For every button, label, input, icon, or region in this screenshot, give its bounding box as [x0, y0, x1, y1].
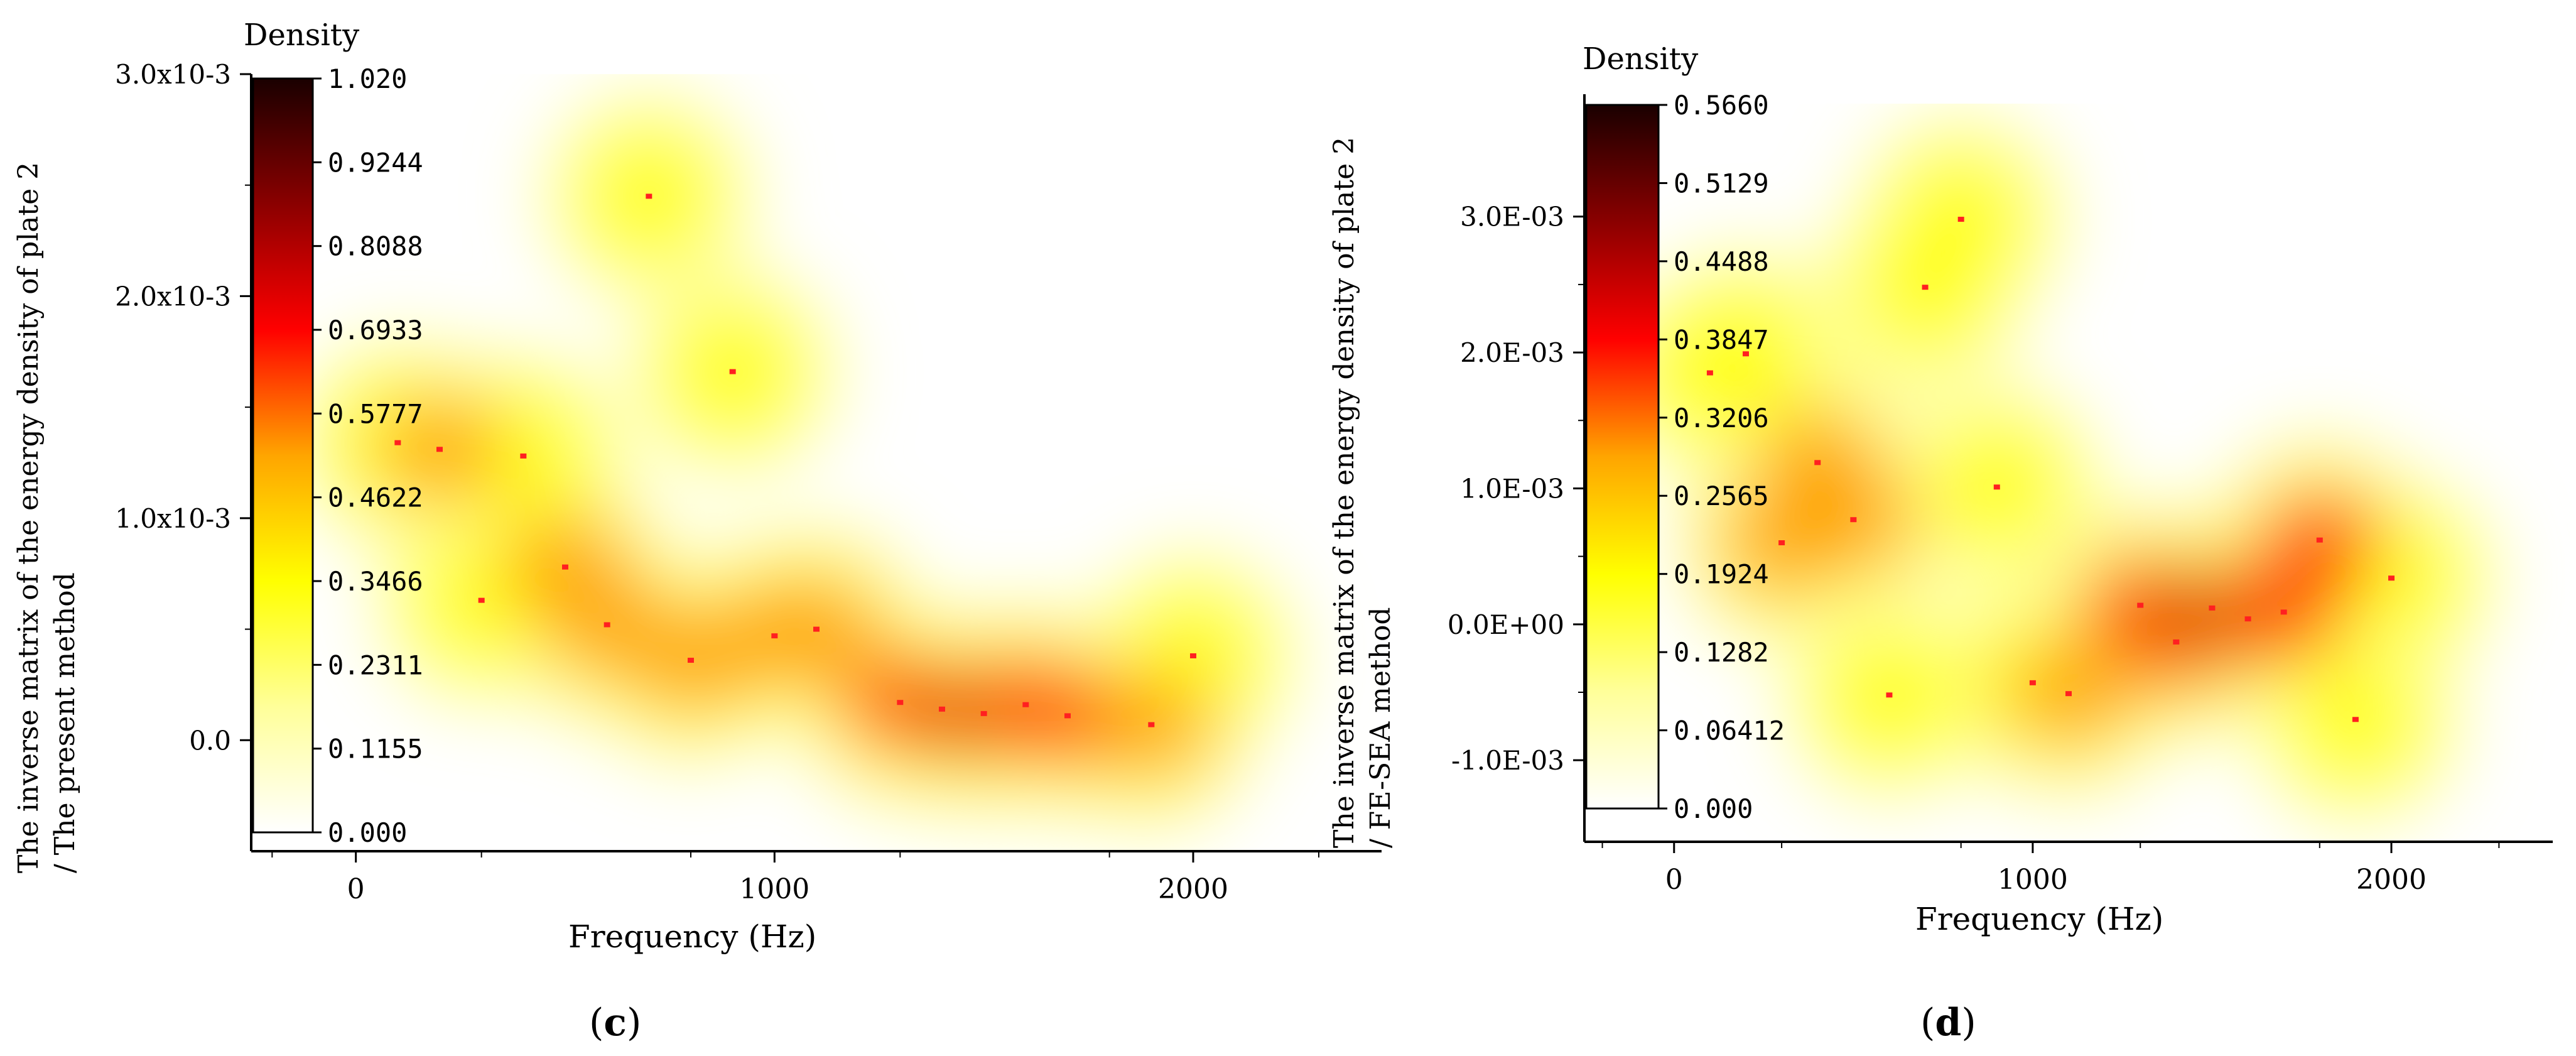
data-point [771, 633, 778, 639]
data-point [1814, 460, 1821, 465]
data-point [436, 447, 443, 452]
axis-ticks: 0 1000 2000 0.0 1.0x10-3 2.0x10-3 3.0x10-3 [115, 59, 1319, 905]
data-point [1148, 722, 1155, 727]
colorbar-tick-label: 0.06412 [1674, 716, 1785, 746]
colorbar-tick-label: 0.1282 [1674, 637, 1769, 668]
colorbar-tick-label: 0.000 [1674, 793, 1753, 824]
colorbar: 1.020 0.9244 0.8088 0.6933 0.5777 0.4622 0.346… [252, 63, 423, 848]
data-point [1190, 653, 1196, 658]
data-point [520, 453, 527, 459]
data-point [2388, 575, 2395, 581]
colorbar-tick-label: 0.2565 [1674, 481, 1769, 511]
data-point [813, 626, 820, 632]
data-point [2209, 605, 2216, 611]
data-point [1778, 540, 1785, 545]
colorbar-tick-label: 0.1924 [1674, 559, 1769, 590]
y-tick-label: 1.0E-03 [1460, 473, 1564, 504]
data-point [897, 700, 904, 705]
data-point [2137, 602, 2144, 608]
data-point [394, 440, 401, 445]
y-tick-label: 0.0E+00 [1448, 609, 1564, 640]
data-point [1886, 692, 1893, 698]
data-point [1957, 217, 1964, 222]
data-point [1706, 370, 1713, 376]
data-point [2173, 639, 2180, 645]
colorbar-tick-label: 0.4622 [328, 482, 423, 513]
legend-title: Density [1583, 41, 1698, 77]
y-axis-title-line2: / FE-SEA method [1365, 607, 1397, 848]
data-point [1064, 713, 1071, 719]
colorbar-tick-label: 0.1155 [328, 734, 423, 765]
colorbar-gradient [252, 77, 314, 834]
legend-title: Density [244, 18, 359, 53]
colorbar-tick-label: 0.4488 [1674, 246, 1769, 277]
density-field [294, 92, 1297, 829]
colorbar-tick-label: 0.5777 [328, 398, 423, 429]
panel-label-d: (d) [1920, 1001, 1976, 1045]
x-tick-label: 0 [347, 873, 365, 905]
colorbar-tick-label: 0.8088 [328, 231, 423, 262]
data-point [980, 710, 987, 716]
x-tick-label: 2000 [1158, 873, 1228, 905]
data-point [2352, 717, 2359, 722]
data-point [478, 597, 485, 603]
y-axis-title-line2: / The present method [49, 572, 81, 873]
data-points [394, 193, 1196, 727]
x-axis-title: Frequency (Hz) [568, 918, 816, 955]
data-point [688, 658, 694, 663]
panel-letter-c: c [603, 1001, 627, 1045]
colorbar-tick-label: 0.3466 [328, 566, 423, 597]
colorbar: 0.5660 0.5129 0.4488 0.3847 0.3206 0.2565 0.19… [1585, 90, 1785, 824]
data-point [2244, 616, 2251, 622]
data-point [2280, 609, 2287, 615]
y-tick-label: 3.0x10-3 [115, 59, 231, 90]
data-point [1743, 351, 1749, 357]
data-point [1022, 702, 1029, 707]
colorbar-tick-label: 0.3206 [1674, 403, 1769, 433]
colorbar-gradient [1585, 104, 1660, 810]
data-point [2065, 691, 2072, 697]
data-point [1922, 285, 1929, 290]
colorbar-tick-label: 1.020 [328, 63, 407, 94]
x-tick-label: 1000 [1998, 864, 2068, 896]
y-tick-label: 2.0x10-3 [115, 281, 231, 312]
y-axis-title-line1: The inverse matrix of the energy density… [13, 162, 45, 873]
colorbar-tick-label: 0.9244 [328, 147, 423, 178]
x-tick-label: 2000 [2356, 864, 2427, 896]
x-tick-label: 1000 [739, 873, 809, 905]
data-point [646, 193, 652, 199]
y-tick-label: 1.0x10-3 [115, 503, 231, 534]
data-point [562, 564, 568, 570]
colorbar-tick-label: 0.2311 [328, 650, 423, 680]
data-points [1706, 217, 2395, 722]
panel-d-heatmap: 0.5660 0.5129 0.4488 0.3847 0.3206 0.2565 0.19… [1328, 41, 2553, 1045]
x-axis-title: Frequency (Hz) [1915, 901, 2163, 937]
data-point [2316, 537, 2323, 543]
y-tick-label: 3.0E-03 [1460, 202, 1564, 232]
panel-label-c: (c) [589, 1001, 641, 1045]
y-axis-title-line1: The inverse matrix of the energy density… [1328, 137, 1360, 848]
colorbar-tick-label: 0.5129 [1674, 168, 1769, 199]
colorbar-tick-label: 0.3847 [1674, 324, 1769, 355]
colorbar-tick-label: 0.6933 [328, 315, 423, 346]
x-tick-label: 0 [1665, 864, 1683, 896]
y-tick-label: -1.0E-03 [1451, 745, 1564, 776]
data-point [1850, 517, 1857, 523]
axis-ticks: 0 1000 2000 -1.0E-03 0.0E+00 1.0E-03 2.0E-03 3.… [1448, 202, 2500, 896]
y-tick-label: 0.0 [189, 725, 231, 756]
data-point [603, 622, 610, 628]
data-point [729, 369, 736, 374]
data-point [1993, 484, 2000, 490]
panel-c-heatmap: 1.020 0.9244 0.8088 0.6933 0.5777 0.4622 0.346… [13, 18, 1382, 1045]
panel-letter-d: d [1935, 1001, 1961, 1045]
colorbar-tick-label: 0.5660 [1674, 90, 1769, 121]
data-point [939, 706, 945, 712]
colorbar-tick-label: 0.000 [328, 817, 407, 848]
y-tick-label: 2.0E-03 [1460, 337, 1564, 368]
data-point [2029, 680, 2036, 685]
